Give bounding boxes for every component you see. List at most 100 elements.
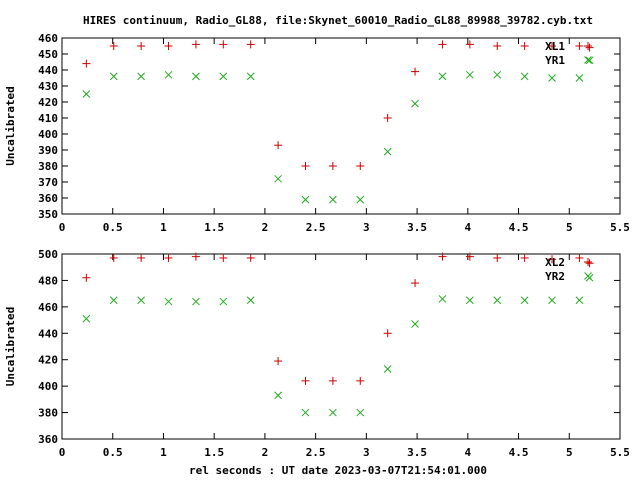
data-point — [411, 279, 420, 288]
bottom-panel: 0 0.5 1 1.5 2 2.5 3 3.5 4 4.5 5 5.5 360 380 400 420 440 4… — [4, 248, 630, 459]
plot-frame — [61, 37, 621, 215]
data-point — [356, 195, 365, 204]
data-point — [356, 376, 365, 385]
x-mark-b — [274, 174, 282, 183]
data-point — [438, 40, 447, 49]
data-point — [328, 162, 337, 170]
x-tick-label: 3 — [363, 221, 370, 234]
data-point — [301, 162, 310, 170]
x-tick-label: 4 — [465, 446, 472, 459]
x-mark-b — [383, 365, 392, 373]
x-mark-b — [219, 72, 228, 81]
data-point — [493, 253, 502, 262]
data-point — [465, 252, 474, 261]
data-point — [520, 253, 529, 262]
data-point — [383, 114, 392, 122]
data-point — [274, 391, 282, 400]
x-mark-b — [548, 296, 556, 305]
data-point — [548, 255, 557, 264]
x-mark-b — [383, 147, 392, 156]
y-tick-label: 380 — [38, 160, 58, 173]
data-point — [411, 320, 419, 328]
x-mark-b — [465, 296, 474, 305]
legend-sample — [584, 56, 592, 64]
x-mark-b — [329, 408, 337, 417]
data-point — [465, 40, 474, 49]
data-point — [192, 297, 200, 306]
x-mark-b — [137, 72, 145, 81]
x-mark-b — [584, 272, 592, 280]
y-tick-label: 430 — [38, 80, 58, 93]
x-mark-b — [493, 70, 502, 79]
x-mark-b — [109, 72, 118, 81]
data-point — [493, 42, 502, 50]
data-point — [301, 195, 310, 204]
data-point — [82, 90, 91, 98]
x-mark-b — [109, 296, 118, 305]
data-point — [356, 162, 365, 170]
x-mark-b — [246, 72, 255, 81]
data-point — [246, 72, 255, 81]
data-point — [137, 72, 145, 81]
x-mark-b — [82, 314, 91, 323]
x-mark-b — [584, 56, 592, 64]
data-point — [164, 42, 173, 50]
x-mark-b — [520, 296, 529, 305]
data-point — [520, 42, 529, 50]
data-point — [493, 296, 502, 305]
x-tick-label: 5.5 — [610, 446, 630, 459]
x-tick-label: 4.5 — [509, 446, 529, 459]
x-mark-b — [164, 70, 173, 79]
data-point — [191, 40, 200, 49]
data-point — [82, 314, 91, 323]
data-point — [585, 259, 594, 268]
data-point — [585, 43, 594, 52]
series-XL2 — [82, 252, 594, 385]
data-point — [274, 357, 283, 366]
data-point — [465, 70, 474, 79]
data-point — [520, 72, 529, 81]
data-point — [164, 70, 173, 79]
legend-label: YR1 — [545, 54, 565, 67]
y-tick-label: 440 — [38, 327, 58, 340]
x-mark-b — [575, 74, 584, 82]
x-tick-label: 5 — [566, 221, 573, 234]
series-YR2 — [82, 273, 594, 417]
legend-label: YR2 — [545, 270, 565, 283]
data-point — [548, 74, 556, 82]
legend-sample — [584, 272, 592, 280]
y-tick-label: 450 — [38, 48, 58, 61]
data-point — [329, 195, 337, 204]
y-tick-label: 420 — [38, 96, 58, 109]
data-point — [219, 297, 228, 306]
y-axis-label: Uncalibrated — [4, 307, 17, 386]
data-point — [191, 252, 200, 261]
y-tick-label: 360 — [38, 433, 58, 446]
x-mark-b — [438, 72, 447, 81]
x-mark-b — [301, 195, 310, 204]
x-tick-label: 3.5 — [407, 221, 427, 234]
x-mark-b — [192, 72, 200, 81]
x-tick-label: 5 — [566, 446, 573, 459]
y-tick-label: 500 — [38, 248, 58, 261]
data-point — [383, 329, 392, 338]
y-tick-label: 480 — [38, 274, 58, 287]
x-mark-b — [493, 296, 502, 305]
chart-title: HIRES continuum, Radio_GL88, file:Skynet… — [83, 14, 593, 27]
x-mark-b — [246, 296, 255, 305]
data-point — [274, 141, 283, 150]
data-point — [164, 297, 173, 306]
x-mark-b — [192, 297, 200, 306]
x-mark-b — [164, 297, 173, 306]
data-point — [548, 42, 557, 50]
x-mark-b — [585, 56, 594, 65]
x-tick-label: 1.5 — [204, 446, 224, 459]
x-mark-b — [219, 297, 228, 306]
x-axis-label: rel seconds : UT date 2023-03-07T21:54:0… — [189, 464, 487, 477]
x-mark-b — [520, 72, 529, 81]
data-point — [301, 408, 310, 417]
y-tick-label: 410 — [38, 112, 58, 125]
x-mark-b — [548, 74, 556, 82]
y-tick-label: 440 — [38, 64, 58, 77]
data-point — [137, 42, 146, 50]
